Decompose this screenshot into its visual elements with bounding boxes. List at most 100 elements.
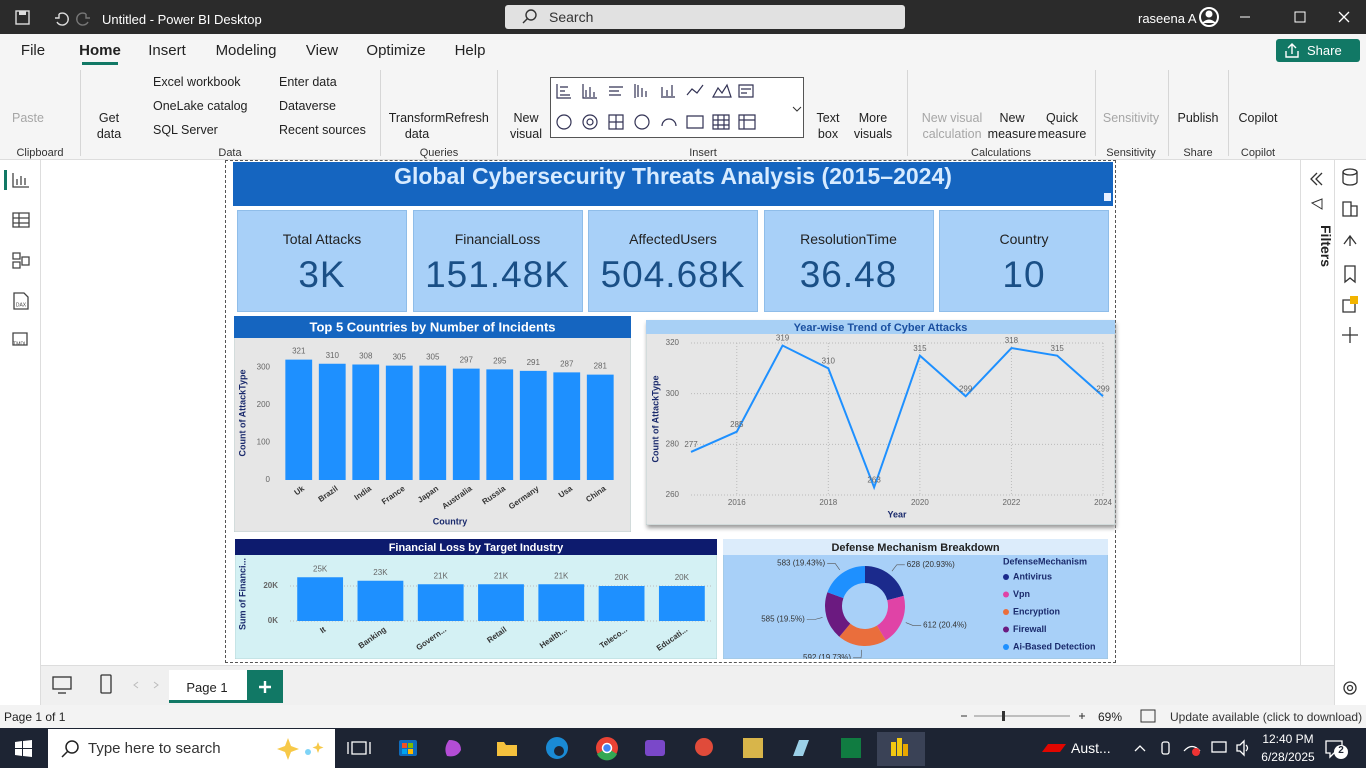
- kpi-value: 36.48: [799, 254, 898, 295]
- ribbon-separator: [380, 70, 381, 156]
- fit-icon[interactable]: [1140, 709, 1156, 723]
- ribbon-button[interactable]: Paste: [12, 111, 44, 125]
- kpi-label: Total Attacks: [282, 231, 362, 247]
- filters-pane[interactable]: [1300, 160, 1334, 665]
- data-label: 612 (20.4%): [923, 621, 967, 630]
- ribbon-button[interactable]: OneLake catalog: [153, 99, 248, 113]
- left-nav: [0, 160, 41, 705]
- ribbon-button[interactable]: Recent sources: [279, 123, 366, 137]
- y-tick-label: 0K: [268, 616, 278, 625]
- ribbon-button[interactable]: Sensitivity: [1102, 111, 1160, 125]
- ribbon-button[interactable]: More visuals: [853, 111, 893, 141]
- notification-icon[interactable]: [1324, 738, 1348, 760]
- taskbar-weather[interactable]: Aust...: [1071, 740, 1111, 756]
- zoom-slider[interactable]: [958, 708, 1088, 724]
- report-title: Global Cybersecurity Threats Analysis (2…: [394, 163, 952, 189]
- y-tick-label: 20K: [263, 581, 278, 590]
- legend-swatch: [1003, 644, 1009, 650]
- data-label: 585 (19.5%): [761, 615, 805, 624]
- ribbon-button[interactable]: Refresh: [445, 111, 489, 125]
- leader-line: [905, 622, 922, 626]
- chart-title-bar: [235, 539, 717, 555]
- share-label: Share: [1307, 43, 1342, 58]
- ribbon-button[interactable]: Get data: [96, 111, 122, 141]
- y-tick-label: 260: [666, 490, 680, 499]
- search-box[interactable]: [505, 5, 905, 29]
- icon-column: [1334, 160, 1366, 705]
- y-axis-label: Count of AttackType: [237, 370, 247, 457]
- tray-icons[interactable]: [1132, 738, 1256, 758]
- ribbon-button[interactable]: Text box: [816, 111, 840, 141]
- data-label: 305: [426, 353, 440, 362]
- search-highlight: [277, 738, 324, 760]
- donut-slice: [876, 595, 905, 641]
- x-tick-label: 2022: [1003, 498, 1021, 507]
- data-label: 592 (19.73%): [803, 653, 851, 659]
- ribbon-button[interactable]: Quick measure: [1037, 111, 1087, 141]
- share-icon: [1285, 43, 1299, 58]
- taskbar-search-placeholder: Type here to search: [88, 740, 221, 757]
- ribbon-button[interactable]: New visual: [510, 111, 542, 141]
- ribbon-group-label: Sensitivity: [1106, 147, 1156, 159]
- taskbar-time[interactable]: 12:40 PM: [1262, 732, 1314, 746]
- update-notice[interactable]: Update available (click to download): [1170, 710, 1363, 724]
- visual-gallery[interactable]: [550, 77, 804, 138]
- kpi-card: [588, 210, 758, 312]
- kpi-label: FinancialLoss: [454, 231, 541, 247]
- bar: [318, 363, 346, 480]
- search-icon: [522, 9, 537, 24]
- user-name[interactable]: raseena A: [1138, 11, 1197, 26]
- taskbar-date[interactable]: 6/28/2025: [1261, 750, 1315, 764]
- page-bar-icons[interactable]: [50, 674, 160, 696]
- kpi-card: [412, 210, 583, 312]
- taskbar-apps[interactable]: [345, 732, 925, 766]
- kpi-label: ResolutionTime: [800, 231, 897, 247]
- zoom-level[interactable]: 69%: [1098, 710, 1123, 724]
- data-label: 321: [292, 347, 306, 356]
- window-controls[interactable]: [1198, 6, 1366, 28]
- y-tick-label: 0: [266, 475, 271, 484]
- leader-line: [827, 563, 841, 571]
- ribbon-separator: [1095, 70, 1096, 156]
- ribbon-button[interactable]: Transform data: [388, 111, 446, 141]
- menu-tab[interactable]: Modeling: [215, 42, 277, 59]
- ribbon-button[interactable]: New measure: [987, 111, 1037, 141]
- page-tab-label[interactable]: Page 1: [186, 680, 228, 695]
- menu-tab[interactable]: Home: [79, 42, 121, 59]
- x-tick-label: 2016: [728, 498, 746, 507]
- ribbon-button[interactable]: Dataverse: [279, 99, 336, 113]
- filters-label[interactable]: Filters: [1318, 225, 1334, 268]
- svg-text:TMDL: TMDL: [13, 341, 27, 347]
- share-button[interactable]: [1276, 39, 1360, 62]
- page-tab-active[interactable]: [169, 670, 257, 703]
- menu-tab[interactable]: Help: [454, 42, 486, 59]
- search-placeholder: Search: [549, 9, 594, 25]
- ribbon-button[interactable]: SQL Server: [153, 123, 218, 137]
- ribbon-button[interactable]: New visual calculation: [921, 111, 983, 141]
- bar: [417, 584, 464, 621]
- menu-tab[interactable]: File: [20, 42, 46, 59]
- ribbon-button[interactable]: Excel workbook: [153, 75, 241, 89]
- notification-count: 2: [1338, 745, 1344, 756]
- leader-line: [806, 617, 823, 620]
- x-axis-label: Country: [433, 516, 468, 526]
- menu-tab[interactable]: Optimize: [366, 42, 426, 59]
- ribbon-button[interactable]: Publish: [1177, 111, 1219, 125]
- menu-tab[interactable]: View: [305, 42, 339, 59]
- leader-line: [891, 564, 905, 572]
- bar: [553, 372, 581, 480]
- view-icons[interactable]: DAX TMDL: [10, 170, 34, 355]
- ribbon-group-label: Copilot: [1240, 147, 1276, 159]
- filters-icons: [1310, 172, 1323, 210]
- donut-slice: [865, 566, 904, 601]
- donut-slice: [825, 592, 851, 637]
- data-label: 310: [326, 351, 340, 360]
- pane-icons[interactable]: [1338, 166, 1362, 696]
- menu-tab[interactable]: Insert: [148, 42, 186, 59]
- ribbon-group-label: Clipboard: [16, 147, 64, 159]
- start-button[interactable]: [14, 740, 34, 758]
- svg-text:DAX: DAX: [16, 302, 27, 308]
- ribbon-button[interactable]: Copilot: [1238, 111, 1278, 125]
- ribbon-button[interactable]: Enter data: [279, 75, 337, 89]
- data-label: 287: [560, 359, 574, 368]
